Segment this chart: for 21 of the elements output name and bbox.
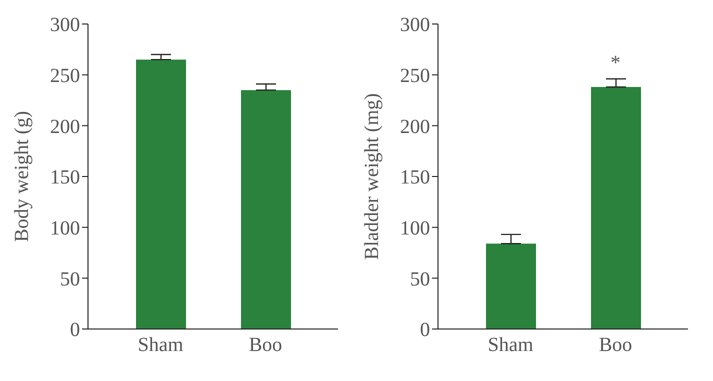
x-tick-label: Sham <box>138 334 184 356</box>
y-axis-title: Body weight (g) <box>11 110 34 242</box>
y-tick-label: 250 <box>50 64 80 87</box>
y-tick-label: 150 <box>400 166 430 189</box>
y-tick-label: 300 <box>400 14 430 36</box>
y-tick-label: 100 <box>400 217 430 240</box>
y-tick-label: 150 <box>50 166 80 189</box>
y-tick-label: 50 <box>410 268 430 290</box>
y-tick-label: 250 <box>400 64 430 87</box>
y-tick-label: 50 <box>60 268 80 290</box>
y-tick-label: 0 <box>420 319 430 342</box>
x-tick-label: Sham <box>488 334 534 356</box>
x-tick-label: Boo <box>248 334 282 356</box>
y-tick-label: 200 <box>50 116 80 138</box>
y-tick-label: 100 <box>50 217 80 240</box>
y-tick-label: 300 <box>50 14 80 36</box>
x-tick-label: Boo <box>598 334 632 356</box>
y-tick-label: 0 <box>70 319 80 342</box>
y-tick-label: 200 <box>400 116 430 138</box>
y-axis-title: Bladder weight (mg) <box>361 93 384 260</box>
annotation: * <box>610 52 620 74</box>
